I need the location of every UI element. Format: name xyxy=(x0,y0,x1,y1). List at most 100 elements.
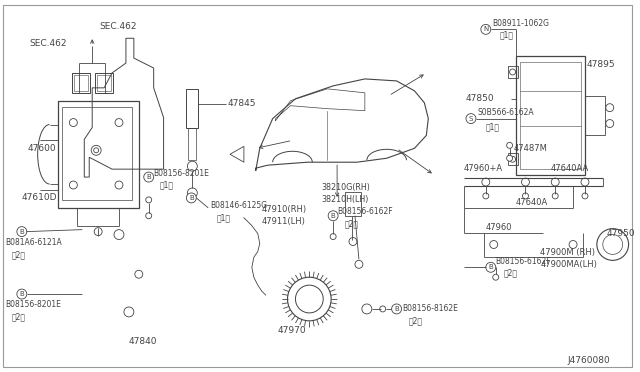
Text: S0B566-6162A: S0B566-6162A xyxy=(478,108,534,117)
Circle shape xyxy=(146,197,152,203)
Text: B08156-6162F: B08156-6162F xyxy=(337,207,393,216)
Circle shape xyxy=(330,234,336,240)
Circle shape xyxy=(69,181,77,189)
Text: （1）: （1） xyxy=(500,31,514,40)
Circle shape xyxy=(606,104,614,112)
Bar xyxy=(186,89,198,128)
Circle shape xyxy=(115,181,123,189)
Text: 47640A: 47640A xyxy=(516,198,548,207)
Circle shape xyxy=(69,119,77,126)
Text: 47840: 47840 xyxy=(129,337,157,346)
Text: （2）: （2） xyxy=(504,269,518,278)
Circle shape xyxy=(296,285,323,313)
Circle shape xyxy=(482,178,490,186)
Circle shape xyxy=(380,306,386,312)
Text: 47970: 47970 xyxy=(278,326,306,335)
Circle shape xyxy=(362,304,372,314)
Text: B08156-8201E: B08156-8201E xyxy=(154,169,209,177)
Text: 47900M (RH): 47900M (RH) xyxy=(540,248,595,257)
Text: B08156-8201E: B08156-8201E xyxy=(5,301,61,310)
Bar xyxy=(508,153,518,165)
Circle shape xyxy=(551,178,559,186)
Text: N: N xyxy=(483,26,488,32)
Circle shape xyxy=(146,213,152,219)
Circle shape xyxy=(581,178,589,186)
Circle shape xyxy=(349,238,357,246)
Circle shape xyxy=(597,229,628,260)
Bar xyxy=(520,62,581,169)
Circle shape xyxy=(115,119,123,126)
Text: （2）: （2） xyxy=(12,312,26,321)
Bar xyxy=(508,66,518,78)
Text: 47895: 47895 xyxy=(587,60,616,68)
Circle shape xyxy=(603,235,623,254)
Circle shape xyxy=(124,307,134,317)
Circle shape xyxy=(144,172,154,182)
Text: 47960: 47960 xyxy=(486,223,512,232)
Circle shape xyxy=(135,270,143,278)
Text: （2）: （2） xyxy=(12,250,26,259)
Text: B: B xyxy=(488,264,493,270)
Text: B: B xyxy=(19,291,24,297)
Circle shape xyxy=(569,241,577,248)
Text: 38210H(LH): 38210H(LH) xyxy=(321,195,369,204)
Circle shape xyxy=(188,161,197,171)
Bar xyxy=(58,101,139,208)
Text: （2）: （2） xyxy=(345,219,359,228)
Text: 47610D: 47610D xyxy=(22,193,58,202)
Circle shape xyxy=(17,289,27,299)
Text: B: B xyxy=(394,306,399,312)
Text: 38210G(RH): 38210G(RH) xyxy=(321,183,370,192)
Bar xyxy=(97,75,111,91)
Text: 47845: 47845 xyxy=(228,99,257,108)
Circle shape xyxy=(507,155,513,161)
Text: （1）: （1） xyxy=(216,213,230,222)
Text: B: B xyxy=(331,213,335,219)
Circle shape xyxy=(493,274,499,280)
Text: 47487M: 47487M xyxy=(513,144,547,153)
Circle shape xyxy=(507,142,513,148)
Circle shape xyxy=(355,260,363,268)
Circle shape xyxy=(93,148,99,153)
Bar xyxy=(585,96,605,135)
Circle shape xyxy=(328,211,338,221)
Circle shape xyxy=(522,193,529,199)
Text: （2）: （2） xyxy=(408,316,422,326)
Circle shape xyxy=(490,241,498,248)
Circle shape xyxy=(582,193,588,199)
Text: 47910(RH): 47910(RH) xyxy=(262,205,307,214)
Circle shape xyxy=(186,193,196,203)
Bar xyxy=(72,73,90,93)
Text: B08156-6162F: B08156-6162F xyxy=(496,257,551,266)
Bar xyxy=(345,192,361,216)
Circle shape xyxy=(552,193,558,199)
Text: SEC.462: SEC.462 xyxy=(99,22,137,31)
Circle shape xyxy=(92,145,101,155)
Circle shape xyxy=(17,227,27,237)
Circle shape xyxy=(466,113,476,124)
Circle shape xyxy=(114,230,124,240)
Circle shape xyxy=(287,277,331,321)
Text: J4760080: J4760080 xyxy=(567,356,610,365)
Text: 47911(LH): 47911(LH) xyxy=(262,217,306,226)
Text: B081A6-6121A: B081A6-6121A xyxy=(5,238,61,247)
Circle shape xyxy=(481,25,491,34)
Circle shape xyxy=(392,304,401,314)
Text: B08911-1062G: B08911-1062G xyxy=(492,19,548,28)
Circle shape xyxy=(522,178,529,186)
Text: 47950: 47950 xyxy=(607,229,636,238)
Circle shape xyxy=(606,119,614,128)
Circle shape xyxy=(188,188,197,198)
Text: （1）: （1） xyxy=(159,180,173,189)
Bar xyxy=(95,73,113,93)
Circle shape xyxy=(94,228,102,235)
Text: S: S xyxy=(468,116,473,122)
Text: B: B xyxy=(19,229,24,235)
Text: B: B xyxy=(147,174,151,180)
Circle shape xyxy=(483,193,489,199)
Text: 47600: 47600 xyxy=(28,144,56,153)
Text: SEC.462: SEC.462 xyxy=(29,39,67,48)
Text: B: B xyxy=(189,195,194,201)
Bar xyxy=(516,56,585,175)
Bar xyxy=(188,128,196,160)
